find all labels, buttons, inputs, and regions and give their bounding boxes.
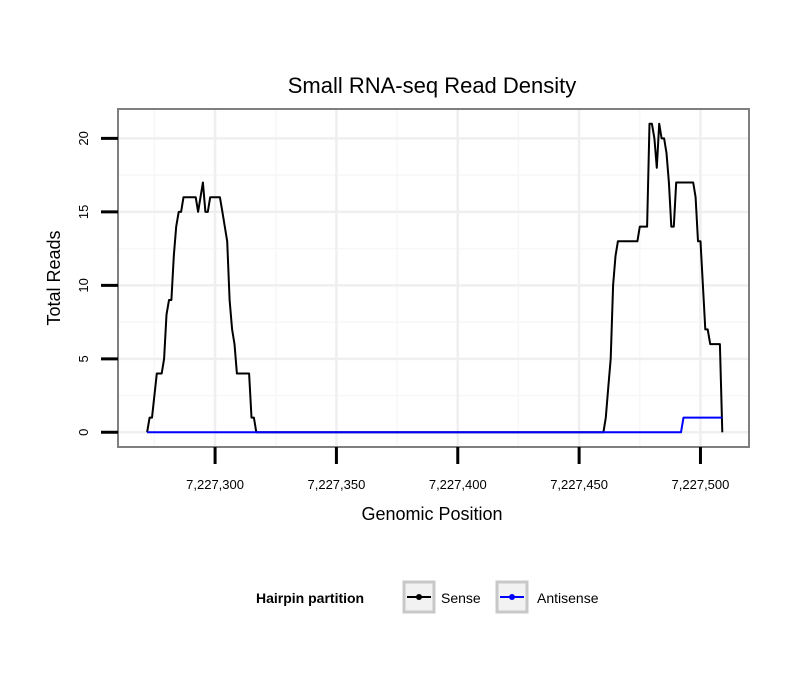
y-tick-label: 20: [76, 131, 91, 145]
legend: Hairpin partition Sense Antisense: [256, 580, 599, 614]
legend-title: Hairpin partition: [256, 590, 364, 606]
x-axis-title: Genomic Position: [361, 504, 502, 524]
x-tick-label: 7,227,500: [672, 477, 730, 492]
plot-background: [118, 109, 749, 447]
series-line-antisense: [147, 416, 723, 434]
x-axis: 7,227,300 7,227,350 7,227,400 7,227,450 7,22…: [186, 447, 729, 492]
y-tick-label: 5: [76, 355, 91, 362]
x-tick-label: 7,227,450: [550, 477, 608, 492]
chart-title: Small RNA-seq Read Density: [288, 73, 577, 98]
x-tick-label: 7,227,300: [186, 477, 244, 492]
y-tick-label: 15: [76, 205, 91, 219]
y-tick-label: 10: [76, 278, 91, 292]
x-tick-label: 7,227,400: [429, 477, 487, 492]
series-line-sense: [146, 122, 724, 434]
y-axis-title: Total Reads: [44, 230, 64, 325]
legend-key-antisense-point: [509, 594, 515, 600]
y-axis: 0 5 10 15 20: [76, 131, 118, 436]
x-tick-label: 7,227,350: [308, 477, 366, 492]
legend-label-antisense: Antisense: [537, 590, 599, 606]
plot-border: [117, 108, 750, 448]
y-tick-label: 0: [76, 429, 91, 436]
series-layer: [146, 122, 724, 434]
legend-label-sense: Sense: [441, 590, 481, 606]
legend-key-sense-point: [416, 594, 422, 600]
